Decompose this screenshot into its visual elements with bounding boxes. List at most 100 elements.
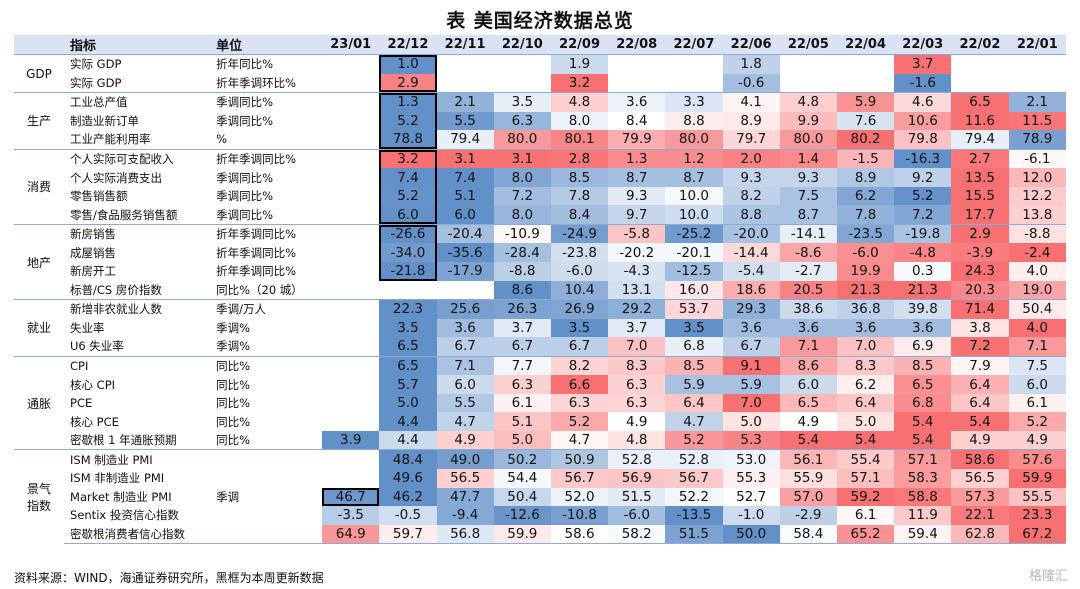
data-cell [608,53,666,74]
data-cell: 13.1 [608,280,666,300]
header-month: 22/01 [1008,35,1066,55]
data-cell: 4.1 [722,92,780,112]
data-cell: 4.9 [608,412,666,431]
data-cell: -26.6 [379,223,437,244]
data-cell: 5.4 [779,430,837,450]
table-row: 就业 新增非农就业人数 季调/万人 22.3 25.6 26.3 26.9 29.2 53.7 2… [14,299,1066,357]
data-cell: 4.0 [1008,318,1066,338]
data-cell: 6.4 [665,393,723,413]
data-cell: 10.6 [894,111,952,131]
data-cell: 50.4 [493,487,551,507]
data-cell: 8.0 [493,205,551,225]
data-cell: 56.8 [436,524,494,545]
data-cell [322,92,380,112]
data-cell: 1.4 [779,148,837,169]
header-month: 22/12 [379,35,437,55]
data-cell: 3.5 [379,318,437,338]
table-header: 指标 单位 23/01 22/12 22/11 22/10 22/09 22/08 22/07 2… [14,35,1066,55]
data-cell: 4.7 [550,430,609,450]
header-month: 22/04 [836,35,895,55]
data-cell: -17.9 [436,262,494,281]
header-month: 22/05 [779,35,837,55]
data-cell: 1.2 [665,148,723,169]
data-cell [322,205,379,224]
data-cell [437,281,494,300]
indicator-unit: 季调同比% [216,189,274,204]
data-cell: 57.1 [836,469,895,488]
data-cell: 6.0 [436,205,494,225]
data-cell: 6.0 [379,205,437,225]
indicator-name: 标普/CS 房价指数 [70,282,162,297]
data-cell [322,319,379,338]
data-cell: -28.4 [493,243,551,263]
data-cell: 11.6 [951,111,1009,131]
table-row: 成屋销售 折年季调同比% -34.0 -35.6 -28.4 -23.8 -20.2 -20.… [14,243,1066,263]
data-cell: 16.0 [665,280,723,300]
data-cell: 6.7 [436,337,494,357]
data-cell [1008,53,1066,74]
data-cell: -10.8 [550,506,609,525]
data-cell [608,74,665,93]
data-cell: 58.6 [550,524,609,545]
data-cell: 3.1 [436,148,494,169]
indicator-unit [210,449,323,470]
table-row: 通胀 CPI 同比% 6.5 7.1 7.7 8.2 8.3 8.5 9.1 8.6 8.3 8.5 7.… [14,355,1066,450]
indicator-unit: 折年同比% [210,53,323,74]
data-cell: -3.9 [951,243,1009,263]
data-cell: -12.6 [493,506,551,525]
data-cell: 59.2 [836,487,895,507]
indicator-unit: 折年季调同比% [210,148,323,169]
data-cell: 6.7 [722,337,780,357]
data-cell: 3.6 [436,318,494,338]
data-cell: -8.6 [779,243,837,263]
data-cell: 57.6 [1008,449,1066,470]
data-cell: 4.9 [779,412,837,431]
data-cell: 58.2 [608,524,666,545]
table-row: 零售/食品服务销售额 季调同比% 6.0 6.0 8.0 8.4 9.7 10.0 8.8 8.7… [14,205,1066,225]
data-cell: 4.8 [779,92,837,112]
data-cell: 49.0 [436,449,494,470]
data-cell: 51.5 [608,487,666,507]
data-cell: 6.3 [493,111,551,131]
indicator-name: 实际 GDP [64,53,211,74]
data-cell [436,53,494,74]
indicator-unit: 同比% [210,355,323,376]
data-cell: -6.1 [1008,148,1066,169]
header-month: 22/10 [493,35,551,55]
indicator-name: 工业总产值 [64,92,211,112]
data-cell: 7.1 [1008,337,1066,357]
data-cell: -2.7 [779,262,837,281]
data-cell: 9.2 [894,168,952,187]
data-cell: 5.1 [436,186,494,206]
data-cell [665,74,722,93]
data-cell: 7.2 [951,337,1009,357]
data-cell: 5.2 [1008,412,1066,431]
data-cell: 7.8 [550,186,609,206]
data-cell: 5.5 [436,111,494,131]
indicator-name: PCE [70,396,93,411]
data-cell: 18.6 [722,280,780,300]
data-cell: 8.2 [550,355,609,376]
data-cell: 55.4 [836,449,895,470]
source-note: 资料来源：WIND，海通证券研究所，黑框为本周更新数据 [14,571,324,585]
data-cell: 6.8 [665,337,723,357]
data-cell: 53.0 [722,449,780,470]
data-cell: 8.7 [779,205,837,225]
data-cell: -14.4 [722,243,780,263]
data-cell: 79.4 [951,130,1009,150]
data-cell: 4.4 [379,412,437,431]
data-cell: -4.8 [894,243,952,263]
data-cell [322,53,380,74]
data-cell: 52.8 [665,449,723,470]
data-cell: 5.4 [894,430,952,450]
data-cell: 80.0 [493,130,551,150]
data-cell: 5.3 [722,430,780,450]
data-cell: 7.1 [436,355,494,376]
data-cell: 5.9 [836,92,895,112]
data-cell: 6.0 [779,375,837,394]
indicator-name: 失业率 [70,320,105,335]
data-cell: 12.2 [1008,186,1066,206]
data-cell [1009,74,1066,93]
data-cell: 8.3 [608,355,666,376]
data-cell: 6.7 [493,337,551,357]
